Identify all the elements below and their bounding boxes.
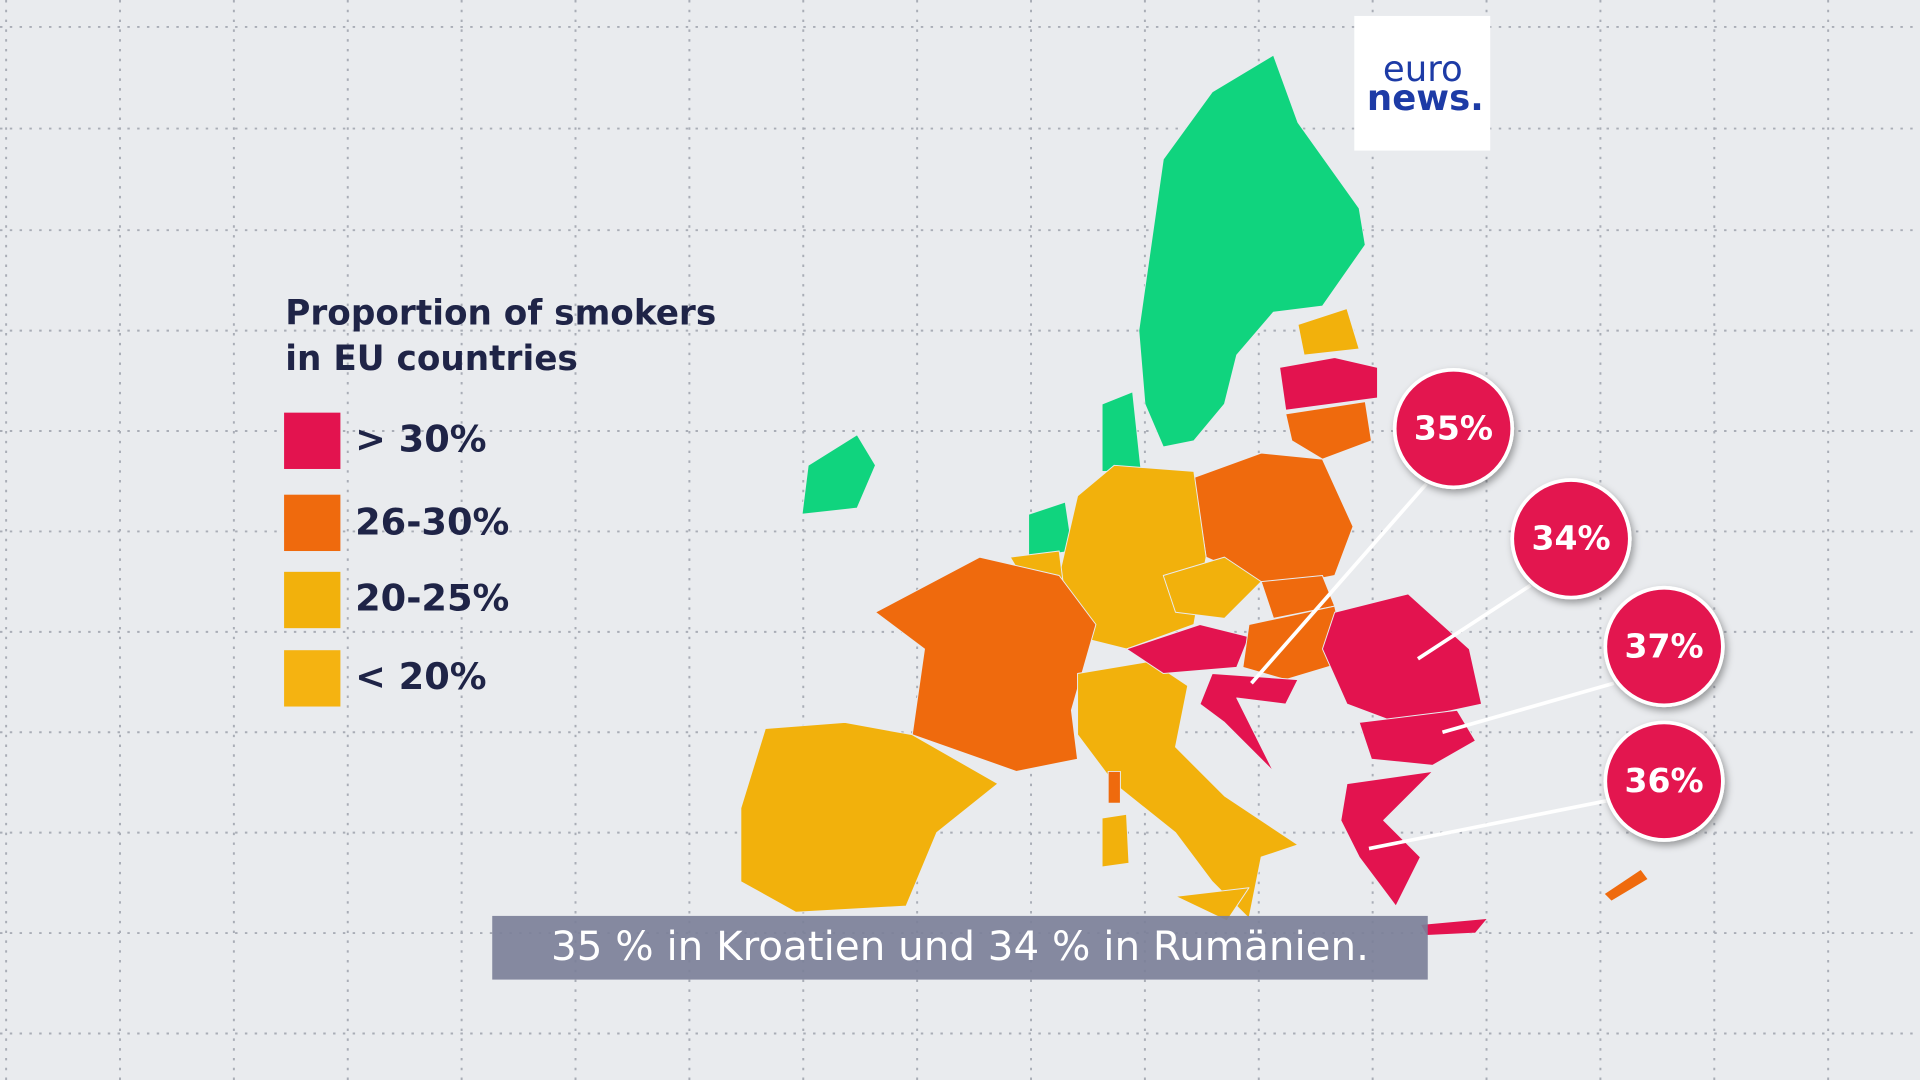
country [1285,401,1372,460]
logo-text: news. [1367,78,1484,119]
country [1279,357,1379,411]
country [1340,770,1434,907]
callout-label: 34% [1531,519,1610,558]
legend-title: in EU countries [285,339,578,379]
legend-swatch [284,412,341,469]
logo-box [1354,15,1491,151]
legend-swatch [284,494,341,552]
callout-label: 37% [1625,626,1704,665]
logo: euro news. [1354,15,1491,151]
callout-line [1368,799,1607,851]
country [1603,868,1649,902]
callout-line [1441,681,1615,735]
callout-circle [1603,720,1725,842]
country [1297,308,1360,356]
subtitle: 35 % in Kroatien und 34 % in Rumänien. [551,922,1369,970]
country [1101,391,1142,472]
country [1175,887,1250,922]
callouts: 35% 34% 37% 36% [1250,367,1725,851]
map [740,54,1649,936]
country [1107,770,1121,804]
callout-label: 36% [1625,761,1704,800]
callout-circle [1392,367,1515,490]
callout-label: 35% [1414,408,1493,447]
callout-line [1250,482,1428,685]
country [1419,917,1489,936]
country [1138,54,1366,448]
legend: Proportion of smokers in EU countries > … [284,293,716,707]
country [1162,556,1262,619]
logo-text: euro [1383,49,1463,90]
country [875,556,1097,772]
callout-line [1416,583,1532,661]
country [1321,593,1483,723]
callout-circle [1510,478,1632,600]
legend-label: < 20% [355,655,486,698]
legend-label: > 30% [355,417,486,460]
callout-circle [1603,585,1725,708]
country [1101,813,1130,868]
legend-swatch [284,571,341,629]
legend-swatch [284,650,341,707]
subtitle-box [492,915,1428,980]
legend-title: Proportion of smokers [285,293,716,333]
country [801,434,876,515]
country [740,721,999,913]
legend-label: 26-30% [355,501,509,544]
country [1358,709,1476,766]
legend-label: 20-25% [355,577,509,620]
country [1126,624,1250,674]
country [1199,672,1299,772]
